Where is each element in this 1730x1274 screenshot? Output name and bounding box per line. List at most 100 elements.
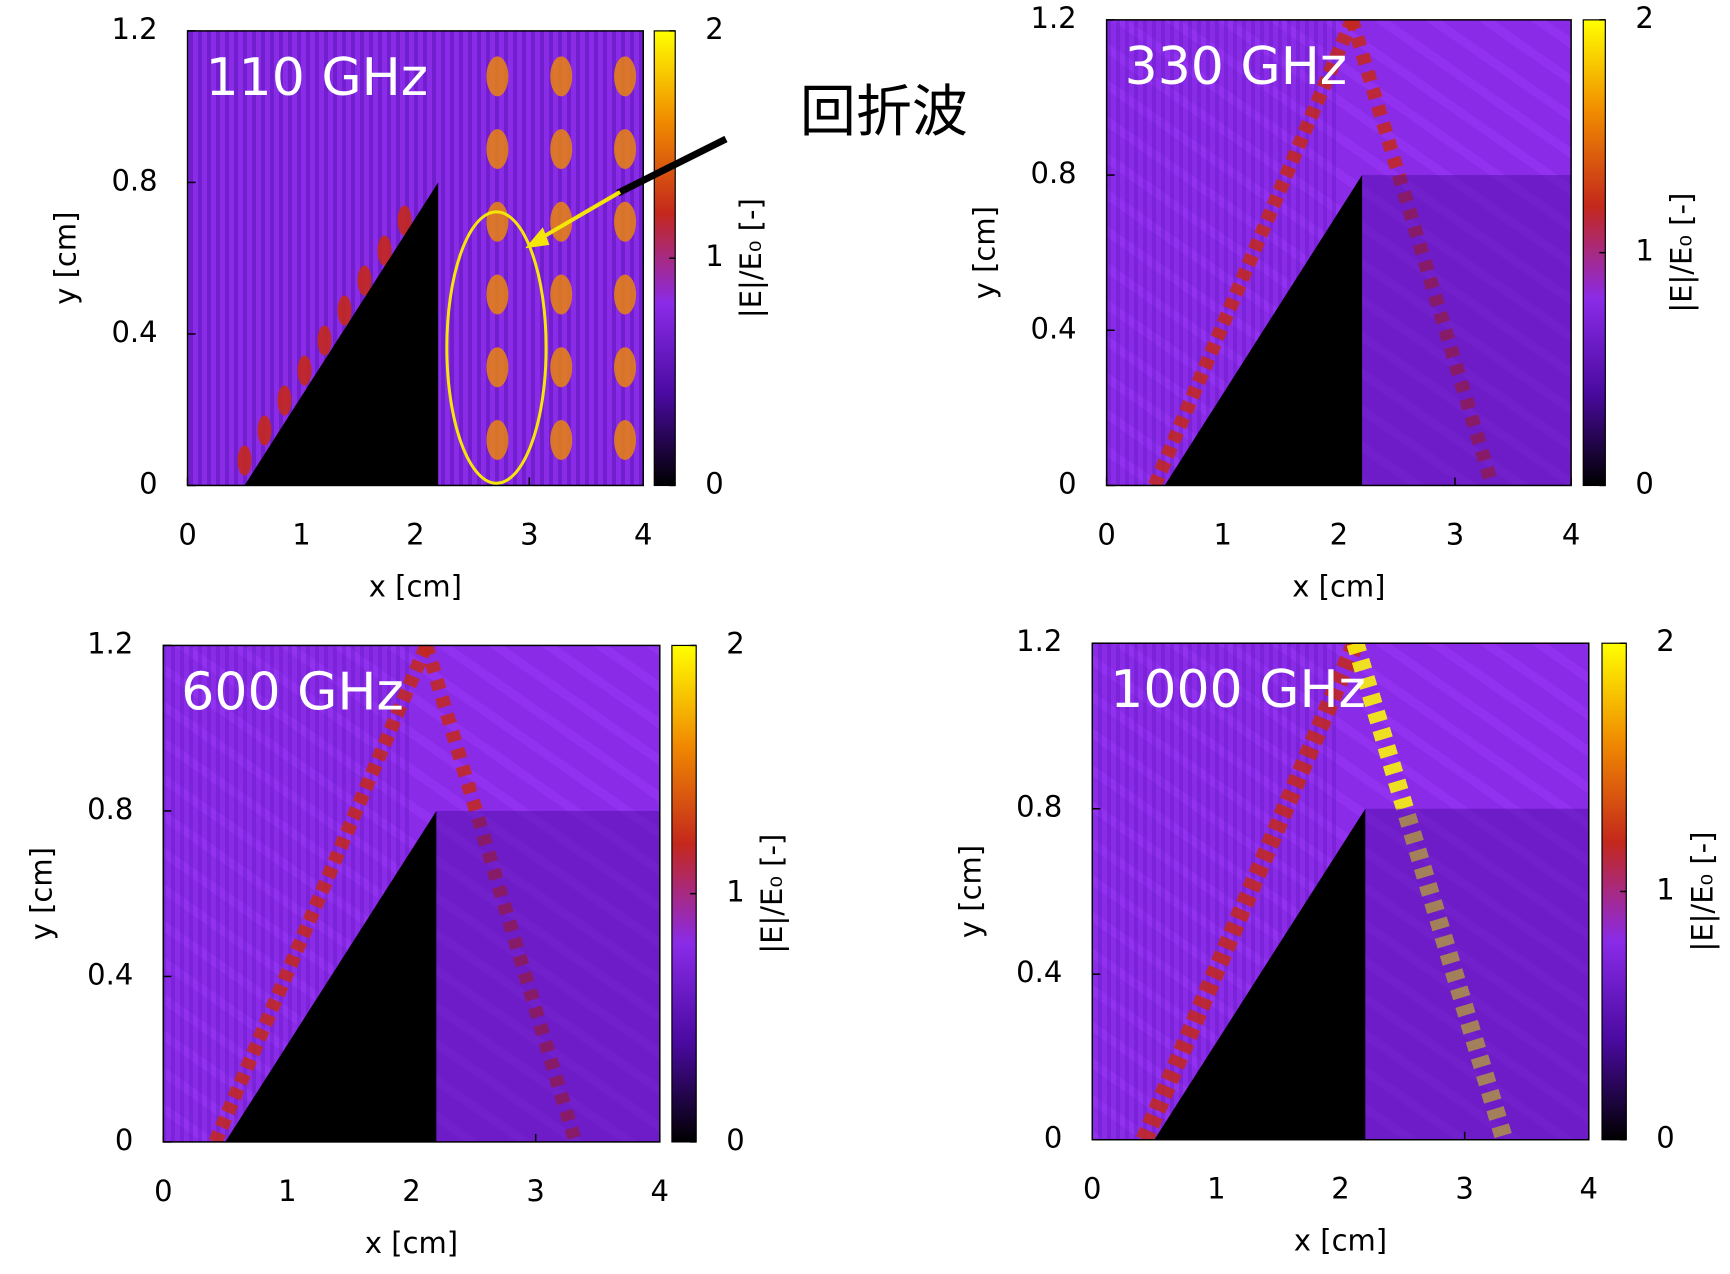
x-axis-label: x [cm] [1294,1224,1387,1258]
colorbar-tick-label: 0 [726,1123,744,1157]
colorbar-label: |E|/E₀ [-] [755,834,789,954]
x-tick-label: 3 [1455,1172,1473,1206]
x-axis-label: x [cm] [365,1226,458,1260]
field-band [1148,19,1359,486]
field [1092,643,1589,1140]
field-shadow [436,810,660,1142]
field-blob [357,265,372,296]
field-blob [377,235,392,266]
y-axis-label: y [cm] [49,212,83,305]
field-blob [317,325,332,356]
panel-title: 330 GHz [1125,37,1347,97]
field-blob [486,129,509,170]
field-blob [486,56,509,97]
y-tick-label: 0.4 [1031,311,1077,345]
x-axis-label: x [cm] [369,569,462,603]
y-axis-label: y [cm] [24,847,58,940]
x-tick-label: 1 [278,1174,296,1208]
panel-title: 110 GHz [206,48,428,108]
y-tick-label: 0 [1058,466,1076,500]
colorbar-tick-label: 2 [705,12,723,46]
colorbar-tick-label: 2 [1635,1,1653,35]
y-tick-label: 0.4 [111,315,157,349]
field-band [1136,643,1364,1140]
field-shadow [1365,808,1589,1140]
wedge [1164,175,1363,486]
x-tick-label: 1 [1214,517,1232,551]
y-tick-label: 0 [115,1123,133,1157]
x-tick-label: 2 [402,1174,420,1208]
panel-title: 1000 GHz [1110,660,1366,720]
colorbar-tick-label: 2 [726,626,744,660]
y-tick-label: 0.8 [1031,156,1077,190]
field-band [1345,19,1499,486]
colorbar-tick-label: 1 [726,875,744,909]
colorbar-tick-label: 1 [1656,872,1674,906]
field-blob [257,415,272,446]
y-tick-label: 0.8 [1016,790,1062,824]
y-tick-label: 1.2 [1016,624,1062,658]
field-blob [614,420,637,461]
y-tick-label: 0.8 [111,163,157,197]
x-tick-label: 0 [1083,1172,1101,1206]
x-tick-label: 4 [1580,1172,1598,1206]
field-band [208,645,433,1142]
x-axis-label: x [cm] [1292,569,1385,603]
field-shadow [1362,175,1572,486]
y-tick-label: 1.2 [1031,1,1077,35]
x-tick-label: 4 [634,517,652,551]
field-blob [550,347,573,388]
colorbar-tick-label: 0 [1635,466,1653,500]
field-blob [550,420,573,461]
field-blob [614,347,637,388]
field-blob [614,201,637,242]
y-tick-label: 1.2 [87,626,133,660]
colorbar-tick-label: 1 [705,239,723,273]
annotation-arrow [539,190,622,241]
x-tick-label: 3 [520,517,538,551]
x-tick-label: 0 [154,1174,172,1208]
field-blob [550,274,573,315]
colorbar-label: |E|/E₀ [-] [1685,832,1719,952]
y-axis-label: y [cm] [953,845,987,938]
x-tick-label: 4 [651,1174,669,1208]
x-tick-label: 3 [526,1174,544,1208]
field-blob [486,420,509,461]
panel-title: 600 GHz [181,662,403,722]
y-tick-label: 0 [1044,1121,1062,1155]
x-tick-label: 2 [1331,1172,1349,1206]
colorbar-tick-label: 1 [1635,234,1653,268]
y-tick-label: 0 [139,466,157,500]
wedge [244,182,439,486]
annotation: 回折波 [800,80,968,145]
field-band [1346,643,1513,1140]
x-tick-label: 1 [292,517,310,551]
field-blob [337,295,352,326]
field-band [419,645,583,1142]
field-blob [486,347,509,388]
x-tick-label: 2 [406,517,424,551]
field-blob [486,274,509,315]
wedge [225,810,437,1142]
annotation-arrow [616,135,728,197]
field-blob [614,56,637,97]
y-tick-label: 1.2 [111,12,157,46]
x-tick-label: 2 [1330,517,1348,551]
y-axis-label: y [cm] [968,206,1002,299]
x-tick-label: 4 [1562,517,1580,551]
field-blob [550,129,573,170]
colorbar-tick-label: 0 [705,466,723,500]
colorbar-label: |E|/E₀ [-] [734,198,768,318]
field-blob [397,205,412,236]
x-tick-label: 0 [178,517,196,551]
x-tick-label: 3 [1446,517,1464,551]
field-blob [277,385,292,416]
field-blob [614,274,637,315]
colorbar-tick-label: 2 [1656,624,1674,658]
annotation-arrowhead [525,227,550,249]
colorbar-tick-label: 0 [1656,1121,1674,1155]
x-tick-label: 1 [1207,1172,1225,1206]
field-blob [297,355,312,386]
y-tick-label: 0.4 [1016,955,1062,989]
